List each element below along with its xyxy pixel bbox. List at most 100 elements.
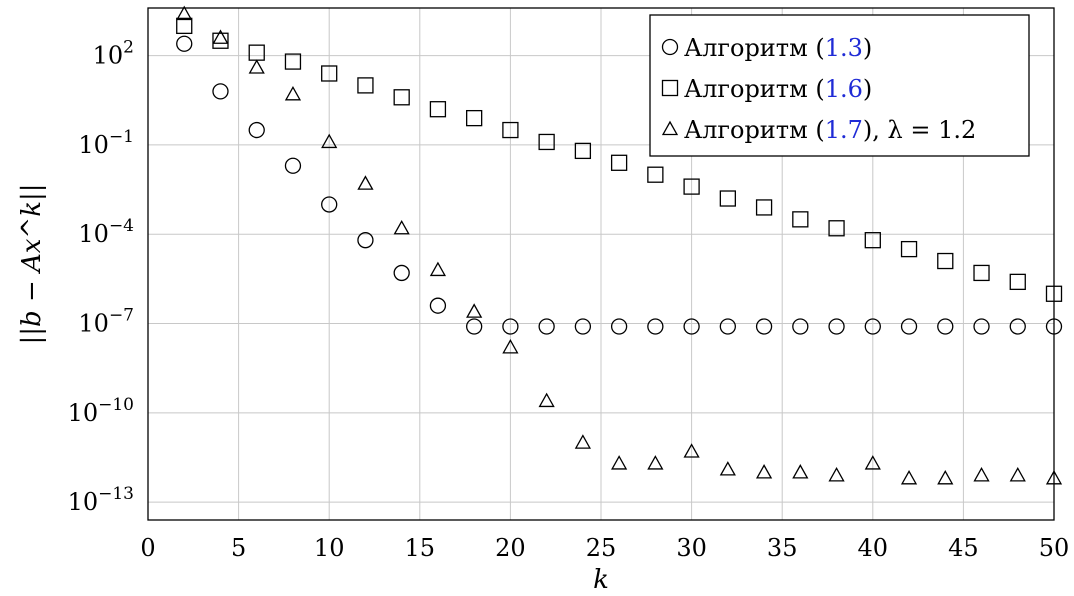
x-tick-label: 20 [495, 534, 526, 562]
x-tick-label: 15 [405, 534, 436, 562]
square-point [647, 166, 664, 183]
triangle-point [937, 469, 954, 485]
y-tick-label: 10−1 [78, 127, 134, 159]
legend-triangle-marker [661, 120, 679, 136]
plot-frame [147, 7, 1055, 521]
triangle-point [1009, 467, 1026, 482]
circle-point [538, 318, 555, 335]
circle-point [1009, 318, 1026, 335]
y-tick-labels: 102 10−1 10−4 10−7 10−10 10−13 [68, 38, 134, 517]
circle-point [502, 318, 519, 335]
triangle-point [357, 175, 374, 190]
circle-point [248, 121, 265, 139]
triangle-point [176, 5, 193, 21]
x-tick-label: 40 [858, 534, 889, 562]
circle-point [719, 318, 736, 335]
x-tick-label: 30 [676, 534, 707, 562]
triangle-point [284, 85, 302, 101]
y-tick-label: 10−7 [78, 306, 134, 338]
square-point [357, 77, 374, 94]
square-point [393, 89, 410, 106]
square-point [792, 211, 809, 228]
triangle-point [973, 467, 990, 482]
circle-point [828, 318, 845, 335]
square-point [900, 240, 918, 258]
triangle-point [538, 392, 555, 408]
legend-box [649, 14, 1030, 157]
square-point [683, 178, 700, 195]
triangle-point [574, 434, 591, 449]
x-tick-label: 10 [314, 534, 345, 562]
triangle-point [429, 261, 447, 277]
x-tick-label: 35 [767, 534, 798, 562]
legend-entry-square: Алгоритм (1.6) [684, 75, 872, 103]
circle-point [212, 83, 229, 100]
square-point [1009, 273, 1026, 291]
square-point [466, 109, 483, 127]
legend-entry-triangle: Алгоритм (1.7), λ = 1.2 [684, 116, 976, 144]
circle-point [429, 297, 447, 314]
x-tick-label: 25 [586, 534, 617, 562]
square-point [429, 101, 447, 118]
circle-point [466, 318, 483, 335]
circle-point [864, 318, 881, 335]
series-circle [176, 35, 1063, 335]
circle-point [393, 264, 410, 282]
square-point [610, 154, 628, 171]
circle-point [683, 318, 700, 335]
square-point [719, 190, 736, 207]
legend-square-marker [661, 79, 679, 97]
triangle-point [900, 469, 918, 485]
triangle-point [248, 59, 265, 74]
square-point [176, 17, 193, 35]
circle-point [755, 318, 773, 335]
y-tick-label: 102 [93, 38, 134, 70]
x-axis-label: k [593, 565, 609, 595]
circle-point [792, 318, 809, 335]
circle-point [900, 318, 918, 335]
triangle-point [393, 219, 410, 235]
x-tick-labels: 0 5 10 15 20 25 30 35 40 45 50 [140, 534, 1069, 562]
y-tick-label: 10−13 [68, 484, 134, 516]
square-point [502, 121, 519, 139]
triangle-point [683, 443, 700, 458]
legend: Алгоритм (1.3) Алгоритм (1.6) Алгоритм (1.… [649, 14, 1030, 157]
square-point [937, 252, 954, 270]
x-tick-label: 5 [231, 534, 246, 562]
y-tick-label: 10−10 [68, 395, 134, 427]
triangle-point [321, 133, 338, 149]
triangle-point [864, 455, 881, 470]
circle-point [176, 35, 193, 52]
circle-point [357, 232, 374, 249]
square-point [973, 264, 990, 282]
square-point [538, 133, 555, 151]
legend-entry-circle: Алгоритм (1.3) [684, 34, 872, 62]
triangle-point [792, 464, 809, 479]
circle-point [284, 157, 302, 174]
triangle-point [212, 29, 229, 44]
x-tick-label: 50 [1039, 534, 1070, 562]
triangle-point [502, 339, 519, 354]
y-tick-label: 10−4 [78, 216, 134, 248]
series-triangle [176, 5, 1063, 485]
square-point [321, 65, 338, 82]
circle-point [973, 318, 990, 335]
circle-point [937, 318, 954, 335]
triangle-point [828, 467, 845, 482]
circle-point [610, 318, 628, 335]
triangle-point [647, 455, 664, 470]
circle-point [647, 318, 664, 335]
triangle-point [466, 303, 483, 318]
legend-circle-marker [661, 38, 679, 56]
square-point [248, 44, 265, 61]
square-point [574, 142, 592, 160]
triangle-point [611, 455, 628, 470]
x-tick-label: 45 [948, 534, 979, 562]
square-point [864, 232, 881, 249]
y-axis-label: ||b − Ax^k|| [17, 184, 47, 345]
circle-point [574, 318, 592, 335]
square-point [284, 53, 302, 70]
triangle-point [719, 461, 736, 476]
square-point [828, 220, 845, 237]
